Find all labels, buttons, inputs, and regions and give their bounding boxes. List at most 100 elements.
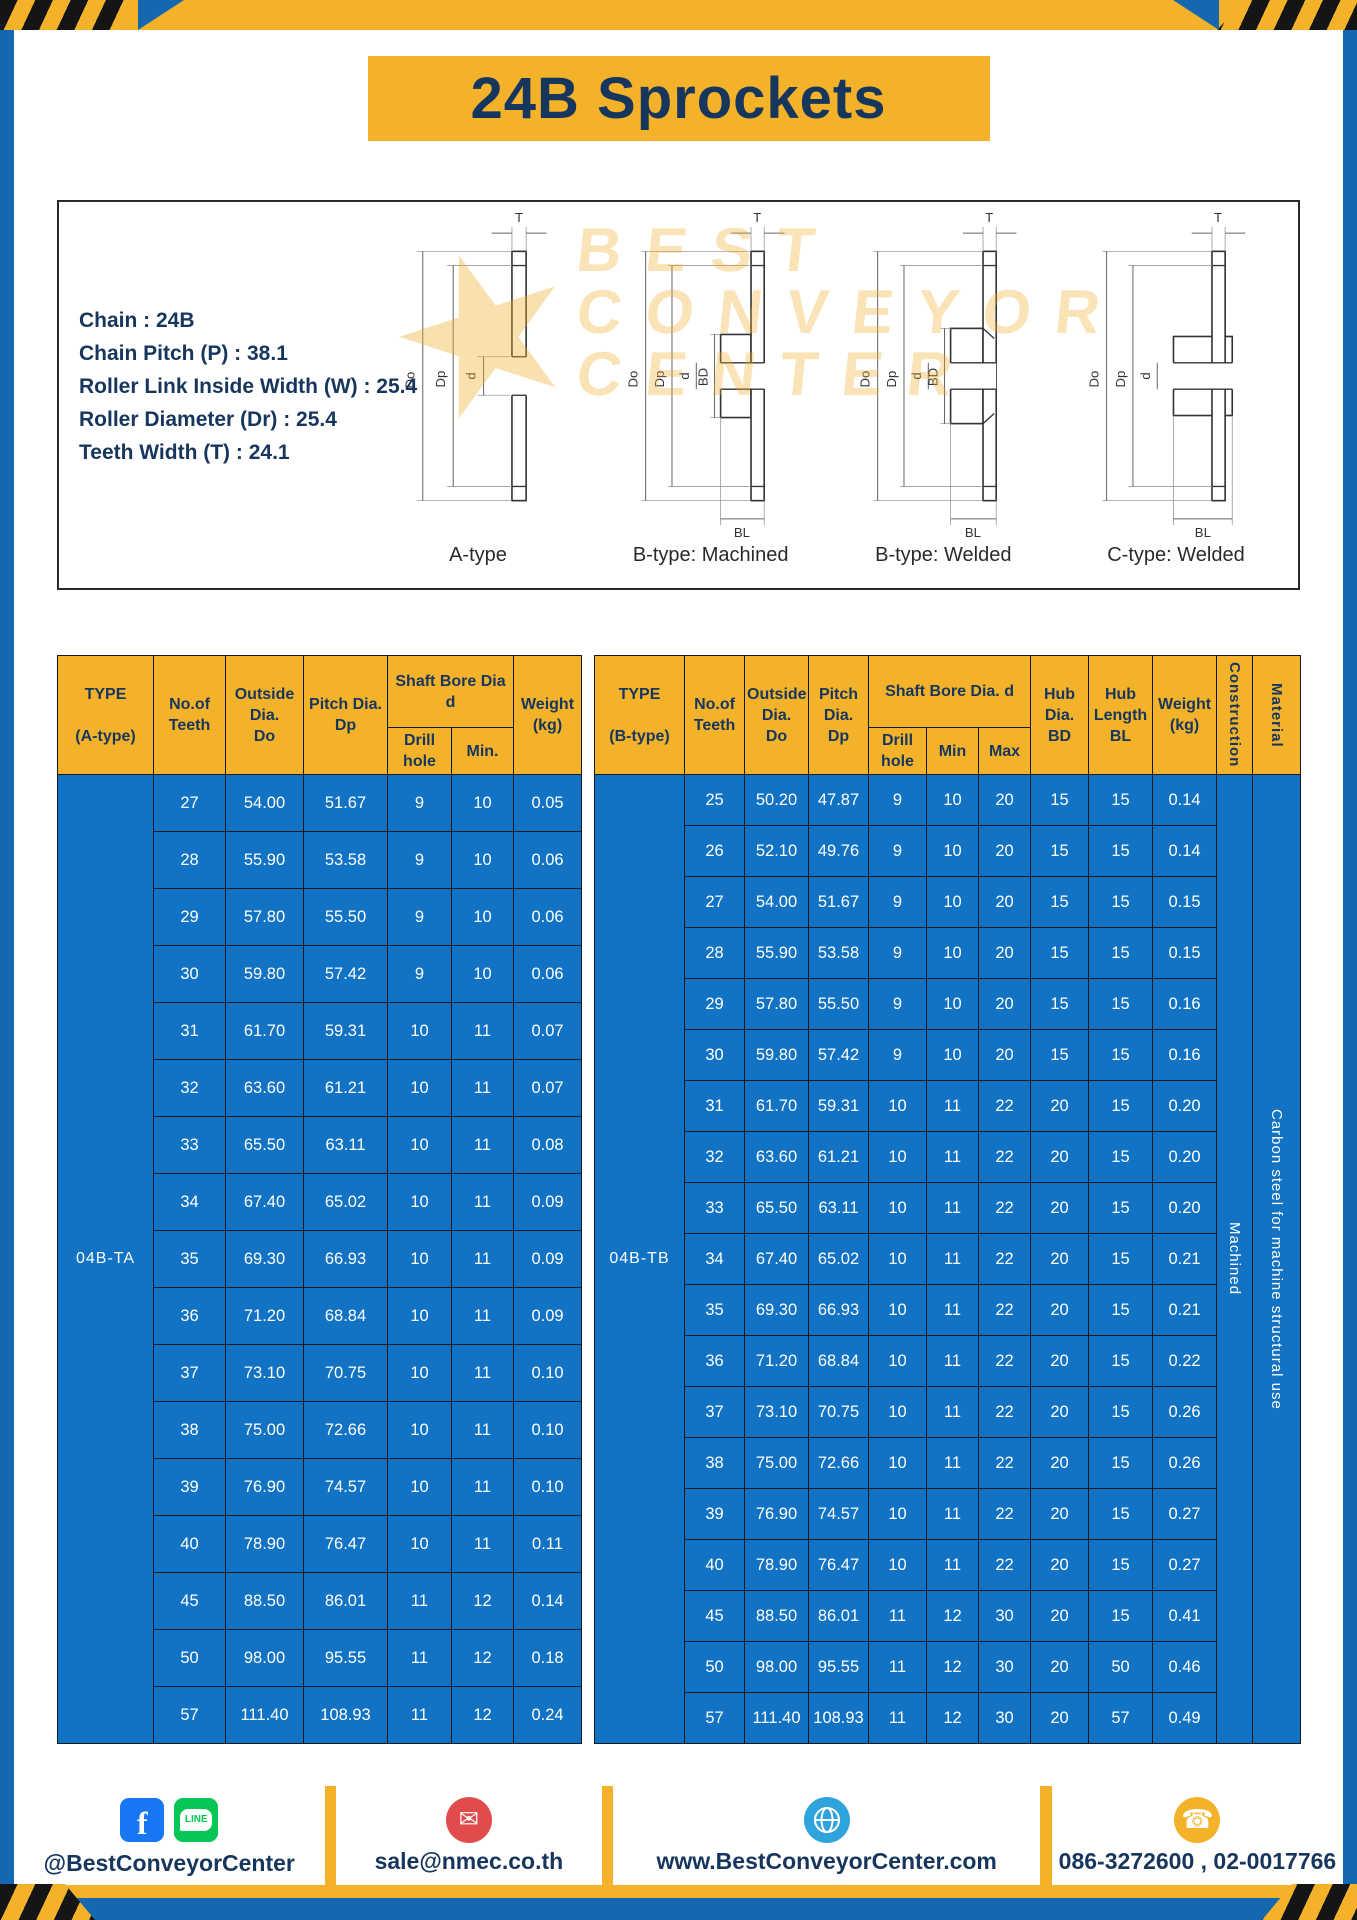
- bottom-blue-strip: [0, 1898, 1357, 1920]
- table-row: 38 75.00 72.66 10 11 22 20 15 0.26: [595, 1437, 1301, 1489]
- table-row: 34 67.40 65.02 10 11 22 20 15 0.21: [595, 1233, 1301, 1285]
- table-cell: 61.70: [225, 1002, 304, 1060]
- table-cell: 15: [1030, 825, 1090, 877]
- header-max: Max: [977, 727, 1032, 775]
- table-row: 28 55.90 53.58 9 10 20 15 15 0.15: [595, 927, 1301, 979]
- table-cell: 20: [977, 927, 1032, 979]
- table-cell: 20: [1030, 1131, 1090, 1183]
- table-cell: 11: [451, 1002, 514, 1060]
- table-cell: 47.87: [808, 774, 869, 826]
- table-cell: 20: [1030, 1539, 1090, 1591]
- table-cell: 34: [153, 1173, 226, 1231]
- table-b-container: TYPE (B-type) No.of Teeth Outside Dia. D…: [594, 655, 1302, 1744]
- dim-label-bl: BL: [1195, 525, 1211, 540]
- table-row: 40 78.90 76.47 10 11 0.11: [58, 1515, 582, 1573]
- table-row: 32 63.60 61.21 10 11 22 20 15 0.20: [595, 1131, 1301, 1183]
- diagram-c-type-welded: Do Dp d T BL C-type: Welded: [1062, 208, 1290, 584]
- c-welded-drawing: [1102, 227, 1246, 525]
- table-row: 35 69.30 66.93 10 11 0.09: [58, 1230, 582, 1288]
- table-cell: 20: [1030, 1335, 1090, 1387]
- table-cell: 11: [926, 1386, 979, 1438]
- table-cell: 65.50: [225, 1116, 304, 1174]
- social-icons: f LINE: [120, 1795, 219, 1845]
- table-row: 29 57.80 55.50 9 10 20 15 15 0.16: [595, 978, 1301, 1030]
- table-cell: 0.18: [513, 1629, 582, 1687]
- table-row: 33 65.50 63.11 10 11 22 20 15 0.20: [595, 1182, 1301, 1234]
- table-cell: 98.00: [225, 1629, 304, 1687]
- table-row: 29 57.80 55.50 9 10 0.06: [58, 888, 582, 946]
- header-outside-dia: Outside Dia. Do: [744, 655, 809, 775]
- diagram-a-type: Do Dp d T A-type: [364, 208, 592, 584]
- table-cell: 0.09: [513, 1230, 582, 1288]
- table-cell: 73.10: [744, 1386, 809, 1438]
- table-cell: 59.80: [225, 945, 304, 1003]
- header-teeth: No.of Teeth: [153, 655, 226, 775]
- table-cell: 15: [1030, 927, 1090, 979]
- table-cell: 15: [1088, 1590, 1154, 1642]
- table-cell: 10: [868, 1488, 927, 1540]
- table-cell: 0.21: [1152, 1284, 1218, 1336]
- page-title: 24B Sprockets: [470, 66, 887, 131]
- table-cell: 11: [451, 1344, 514, 1402]
- diagram-panel: Chain : 24B Chain Pitch (P) : 38.1 Rolle…: [57, 200, 1300, 590]
- b-machined-drawing: [641, 227, 785, 525]
- table-cell: 0.16: [1152, 978, 1218, 1030]
- table-cell: 76.90: [744, 1488, 809, 1540]
- phone-label: 086-3272600 , 02-0017766: [1058, 1847, 1337, 1874]
- table-cell: 12: [926, 1590, 979, 1642]
- table-cell: 0.26: [1152, 1437, 1218, 1489]
- table-cell: 0.05: [513, 774, 582, 832]
- table-cell: 10: [387, 1002, 452, 1060]
- table-cell: 10: [387, 1287, 452, 1345]
- table-row: 31 61.70 59.31 10 11 22 20 15 0.20: [595, 1080, 1301, 1132]
- table-cell: 45: [684, 1590, 745, 1642]
- table-cell: 0.15: [1152, 876, 1218, 928]
- table-cell: 30: [977, 1590, 1032, 1642]
- table-cell: 11: [451, 1059, 514, 1117]
- table-cell: 73.10: [225, 1344, 304, 1402]
- table-cell: 55.90: [744, 927, 809, 979]
- table-cell: 15: [1088, 1284, 1154, 1336]
- table-cell: 61.21: [808, 1131, 869, 1183]
- dim-label-do: Do: [625, 371, 640, 388]
- table-cell: 59.80: [744, 1029, 809, 1081]
- construction-cell: Machined: [1216, 774, 1254, 1744]
- table-cell: 69.30: [744, 1284, 809, 1336]
- dim-label-t: T: [753, 210, 761, 225]
- header-hub-length: Hub Length BL: [1088, 655, 1154, 775]
- table-cell: 65.50: [744, 1182, 809, 1234]
- header-outside-dia: Outside Dia. Do: [225, 655, 304, 775]
- table-cell: 0.20: [1152, 1182, 1218, 1234]
- table-cell: 34: [684, 1233, 745, 1285]
- header-drill-hole: Drill hole: [868, 727, 927, 775]
- table-cell: 12: [451, 1629, 514, 1687]
- table-cell: 0.26: [1152, 1386, 1218, 1438]
- table-cell: 51.67: [808, 876, 869, 928]
- table-cell: 10: [868, 1182, 927, 1234]
- dim-label-bd: BD: [695, 368, 710, 386]
- dim-label-bl: BL: [965, 525, 981, 540]
- diagram-caption: C-type: Welded: [1107, 544, 1245, 566]
- table-cell: 11: [451, 1287, 514, 1345]
- table-cell: 10: [868, 1131, 927, 1183]
- table-cell: 9: [387, 945, 452, 1003]
- title-banner: 24B Sprockets: [367, 56, 990, 141]
- table-cell: 72.66: [808, 1437, 869, 1489]
- table-cell: 67.40: [225, 1173, 304, 1231]
- table-cell: 0.20: [1152, 1131, 1218, 1183]
- table-cell: 11: [868, 1590, 927, 1642]
- table-cell: 20: [1030, 1641, 1090, 1693]
- table-cell: 22: [977, 1182, 1032, 1234]
- table-cell: 22: [977, 1488, 1032, 1540]
- table-cell: 72.66: [303, 1401, 388, 1459]
- table-cell: 9: [387, 831, 452, 889]
- table-cell: 10: [926, 774, 979, 826]
- table-cell: 74.57: [303, 1458, 388, 1516]
- hazard-stripe-top-right: [1217, 0, 1357, 30]
- table-cell: 61.70: [744, 1080, 809, 1132]
- table-cell: 50: [1088, 1641, 1154, 1693]
- header-type-a: TYPE (A-type): [57, 655, 154, 775]
- table-cell: 75.00: [225, 1401, 304, 1459]
- table-cell: 32: [684, 1131, 745, 1183]
- header-pitch-dia: Pitch Dia. Dp: [808, 655, 869, 775]
